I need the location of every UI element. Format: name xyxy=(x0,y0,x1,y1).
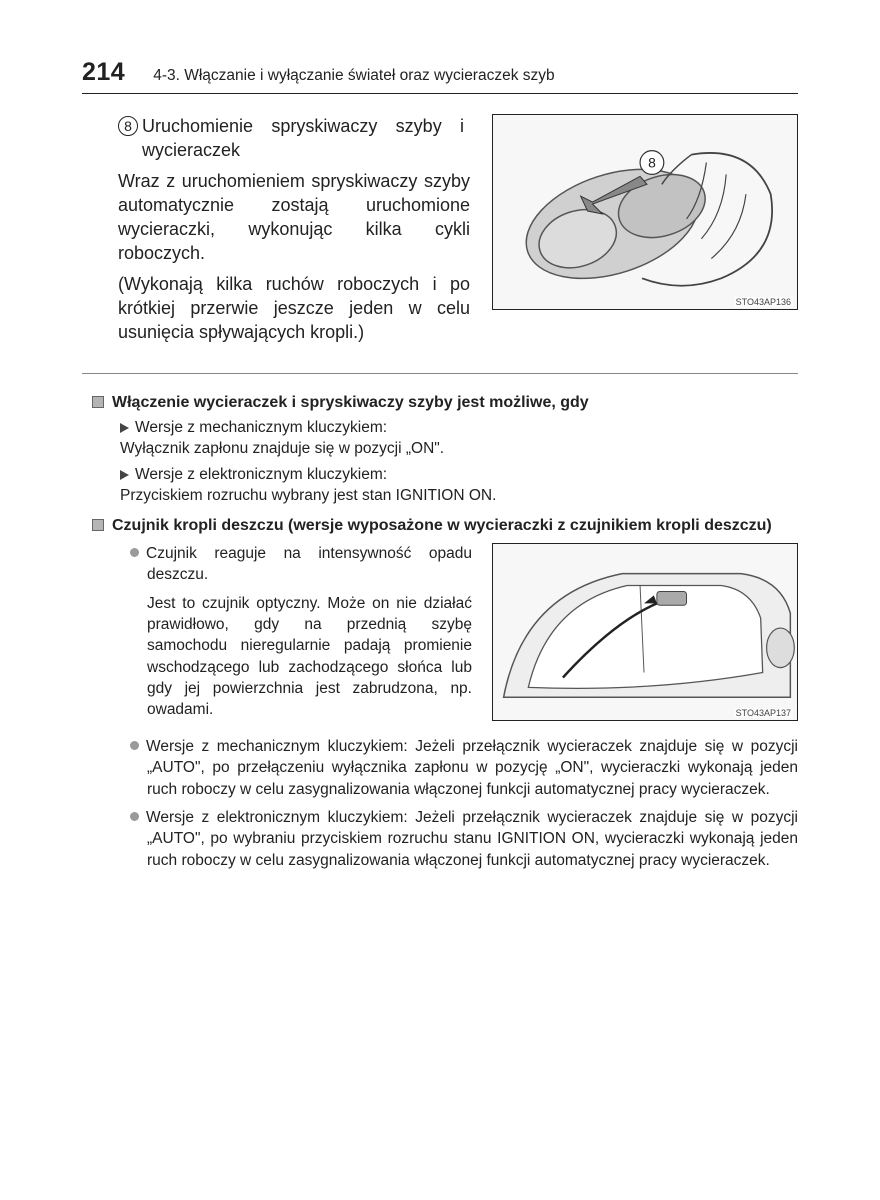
sensor-row: Czujnik reaguje na intensywność opadu de… xyxy=(92,543,798,728)
figure-code-2: STO43AP137 xyxy=(734,708,793,718)
page-number: 214 xyxy=(82,58,125,87)
elec-key-label: Wersje z elektronicznym kluczykiem: xyxy=(92,466,798,484)
sensor-heading-text: Czujnik kropli deszczu (wersje wyposażon… xyxy=(112,517,772,534)
step-8-text: 8Uruchomienie spryskiwaczy szyby i wycie… xyxy=(118,114,470,351)
triangle-bullet-icon xyxy=(120,423,129,433)
square-bullet-icon xyxy=(92,519,104,531)
elec-key-text: Przyciskiem rozruchu wybrany jest stan I… xyxy=(92,487,798,505)
sensor-bullet-1: Czujnik reaguje na intensywność opadu de… xyxy=(147,543,472,586)
manual-page: 214 4-3. Włączanie i wyłączanie świateł … xyxy=(0,0,880,921)
step-8-block: 8Uruchomienie spryskiwaczy szyby i wycie… xyxy=(82,114,798,374)
windshield-illustration xyxy=(493,544,797,720)
step-8-para1: Wraz z uruchomieniem spryskiwaczy szyby … xyxy=(118,169,470,266)
chapter-title: 4-3. Włączanie i wyłączanie świateł oraz… xyxy=(153,67,554,85)
sensor-bullet-3: Wersje z elektronicznym kluczykiem: Jeże… xyxy=(147,807,798,871)
callout-number: 8 xyxy=(648,154,656,170)
dot-bullet-icon xyxy=(130,548,139,557)
when-heading-text: Włączenie wycieraczek i spryskiwaczy szy… xyxy=(112,394,589,411)
square-bullet-icon xyxy=(92,396,104,408)
figure-stalk-lever: 8 STO43AP136 xyxy=(492,114,798,310)
circled-number-icon: 8 xyxy=(118,116,138,136)
dot-bullet-icon xyxy=(130,812,139,821)
sensor-text-col: Czujnik reaguje na intensywność opadu de… xyxy=(130,543,472,728)
sensor-heading: Czujnik kropli deszczu (wersje wyposażon… xyxy=(114,515,798,537)
dot-bullet-icon xyxy=(130,741,139,750)
when-possible-block: Włączenie wycieraczek i spryskiwaczy szy… xyxy=(82,392,798,506)
figure-windshield-sensor: STO43AP137 xyxy=(492,543,798,721)
sensor-bullet-2: Wersje z mechanicznym kluczykiem: Jeżeli… xyxy=(147,736,798,800)
stalk-lever-illustration: 8 xyxy=(493,115,797,309)
mech-key-text: Wyłącznik zapłonu znajduje się w pozycji… xyxy=(92,440,798,458)
sensor-lower-bullets: Wersje z mechanicznym kluczykiem: Jeżeli… xyxy=(92,736,798,871)
step-8-title-text: Uruchomienie spryskiwaczy szyby i wycier… xyxy=(142,114,464,163)
mech-key-label: Wersje z mechanicznym kluczykiem: xyxy=(92,419,798,437)
when-possible-heading: Włączenie wycieraczek i spryskiwaczy szy… xyxy=(114,392,798,414)
step-8-para2: (Wykonają kilka ruchów roboczych i po kr… xyxy=(118,272,470,345)
step-8-title: 8Uruchomienie spryskiwaczy szyby i wycie… xyxy=(118,114,470,163)
figure-code-1: STO43AP136 xyxy=(734,297,793,307)
page-header: 214 4-3. Włączanie i wyłączanie świateł … xyxy=(82,58,798,94)
rain-sensor-block: Czujnik kropli deszczu (wersje wyposażon… xyxy=(82,515,798,871)
sensor-bullet-1-para: Jest to czujnik optyczny. Może on nie dz… xyxy=(147,593,472,721)
triangle-bullet-icon xyxy=(120,470,129,480)
